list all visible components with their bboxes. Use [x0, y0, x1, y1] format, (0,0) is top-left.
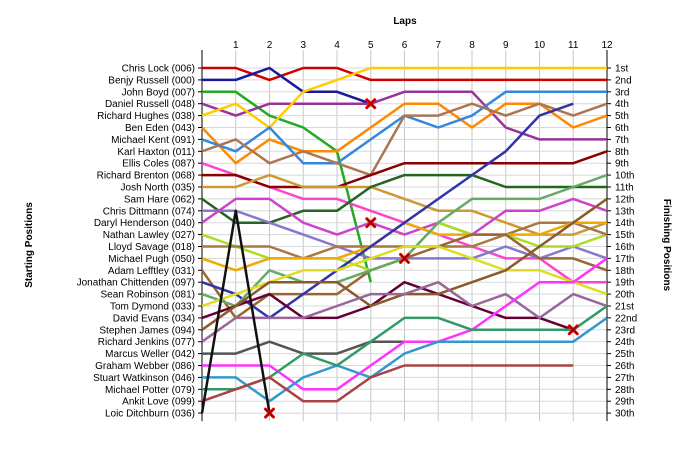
- starting-position-label: Marcus Weller (042): [105, 349, 195, 360]
- series-line: [201, 90, 607, 141]
- starting-position-label: Loic Ditchburn (036): [105, 409, 195, 420]
- finishing-position-label: 7th: [615, 135, 629, 146]
- series-line: [202, 150, 608, 189]
- starting-position-label: Stephen James (094): [99, 325, 195, 336]
- y-axis-label-right: Finishing Positions: [661, 199, 672, 292]
- lap-tick-label: 5: [368, 40, 374, 51]
- finishing-position-label: 29th: [615, 397, 634, 408]
- lap-tick-label: 6: [402, 40, 408, 51]
- starting-position-label: Ankit Love (099): [122, 397, 195, 408]
- starting-position-label: Richard Brenton (068): [97, 171, 195, 182]
- starting-position-label: David Evans (034): [113, 313, 195, 324]
- starting-position-label: Karl Haxton (011): [117, 147, 195, 158]
- starting-position-label: Richard Hughes (038): [97, 111, 195, 122]
- retirement-marker: [567, 324, 579, 336]
- series-line: [201, 280, 608, 343]
- starting-position-label: Daniel Russell (048): [105, 99, 195, 110]
- starting-position-label: Jonathan Chittenden (097): [77, 278, 195, 289]
- finishing-position-label: 15th: [615, 230, 634, 241]
- series-line: [200, 209, 271, 414]
- y-axis-label-left: Starting Positions: [24, 202, 35, 288]
- finishing-position-label: 19th: [615, 278, 634, 289]
- finishing-position-label: 9th: [615, 159, 629, 170]
- starting-position-label: Sean Robinson (081): [100, 290, 195, 301]
- starting-position-label: Chris Dittmann (074): [103, 206, 195, 217]
- finishing-position-label: 17th: [615, 254, 634, 265]
- finishing-position-label: 13th: [615, 206, 634, 217]
- retirement-marker: [264, 407, 275, 419]
- series-line: [201, 102, 574, 320]
- finishing-position-label: 5th: [615, 111, 629, 122]
- lap-tick-label: 7: [435, 40, 441, 51]
- finishing-position-label: 6th: [615, 123, 629, 134]
- finishing-position-label: 16th: [615, 242, 634, 253]
- retirement-marker: [365, 217, 377, 229]
- series-line: [201, 102, 608, 177]
- finishing-position-label: 28th: [615, 385, 634, 396]
- finishing-position-label: 3rd: [615, 87, 629, 98]
- lap-tick-label: 8: [469, 40, 475, 51]
- starting-position-label: Benjy Russell (000): [108, 75, 195, 86]
- chart-title: Laps: [393, 16, 417, 27]
- starting-position-label: Josh North (035): [121, 183, 195, 194]
- finishing-position-label: 11th: [615, 183, 634, 194]
- finishing-position-label: 4th: [615, 99, 629, 110]
- starting-position-label: Michael Potter (079): [105, 385, 195, 396]
- starting-position-label: Tom Dymond (033): [110, 302, 195, 313]
- starting-position-label: Adam Lefftley (031): [108, 266, 195, 277]
- lap-tick-label: 2: [267, 40, 273, 51]
- lap-tick-label: 11: [568, 40, 579, 51]
- starting-position-label: Stuart Watkinson (046): [93, 373, 195, 384]
- starting-position-label: Richard Jenkins (077): [98, 337, 195, 348]
- lap-tick-label: 9: [503, 40, 509, 51]
- series-line: [202, 66, 372, 105]
- lap-tick-labels: 1 2 3 4 5 6 7 8 9 10 11 12: [233, 40, 613, 51]
- starting-position-label: Daryl Henderson (040): [94, 218, 195, 229]
- starting-position-label: John Boyd (007): [122, 87, 195, 98]
- finishing-position-label: 24th: [615, 337, 634, 348]
- finishing-position-label: 8th: [615, 147, 629, 158]
- finishing-position-label: 25th: [615, 349, 634, 360]
- starting-position-label: Ben Eden (043): [125, 123, 195, 134]
- series-line: [202, 90, 372, 283]
- finishing-position-label: 22nd: [615, 313, 637, 324]
- finishing-position-label: 20th: [615, 290, 634, 301]
- finishing-position-labels: 1st2nd3rd4th5th6th7th8th9th10th11th12th1…: [615, 64, 637, 420]
- series-line: [201, 364, 574, 403]
- lap-tick-label: 4: [334, 40, 340, 51]
- starting-position-label: Michael Pugh (050): [108, 254, 195, 265]
- retirement-marker: [365, 98, 377, 110]
- finishing-position-label: 14th: [615, 218, 634, 229]
- lap-tick-label: 12: [601, 40, 613, 51]
- starting-position-label: Sam Hare (062): [124, 194, 195, 205]
- lap-tick-label: 10: [534, 40, 546, 51]
- retirement-marker: [399, 252, 410, 264]
- series-line: [202, 257, 608, 391]
- lap-tick-label: 1: [233, 40, 239, 51]
- finishing-position-label: 18th: [615, 266, 634, 277]
- series-line: [201, 197, 608, 236]
- finishing-position-label: 30th: [615, 409, 634, 420]
- series-line: [202, 316, 608, 403]
- finishing-position-label: 26th: [615, 361, 634, 372]
- finishing-position-label: 23rd: [615, 325, 635, 336]
- starting-position-labels: Chris Lock (006)Benjy Russell (000)John …: [77, 64, 195, 420]
- lap-tick-label: 3: [300, 40, 306, 51]
- starting-position-label: Chris Lock (006): [122, 64, 195, 75]
- finishing-position-label: 1st: [615, 64, 629, 75]
- retirement-marks: [264, 98, 579, 419]
- starting-position-label: Michael Kent (091): [111, 135, 195, 146]
- starting-position-label: Nathan Lawley (027): [103, 230, 195, 241]
- finishing-position-label: 12th: [615, 194, 634, 205]
- finishing-position-label: 2nd: [615, 75, 632, 86]
- starting-position-label: Ellis Coles (087): [122, 159, 195, 170]
- finishing-position-label: 10th: [615, 171, 634, 182]
- starting-position-label: Graham Webber (086): [95, 361, 195, 372]
- starting-position-label: Lloyd Savage (018): [108, 242, 195, 253]
- series-line: [202, 66, 607, 82]
- finishing-position-label: 21st: [615, 302, 634, 313]
- finishing-position-label: 27th: [615, 373, 634, 384]
